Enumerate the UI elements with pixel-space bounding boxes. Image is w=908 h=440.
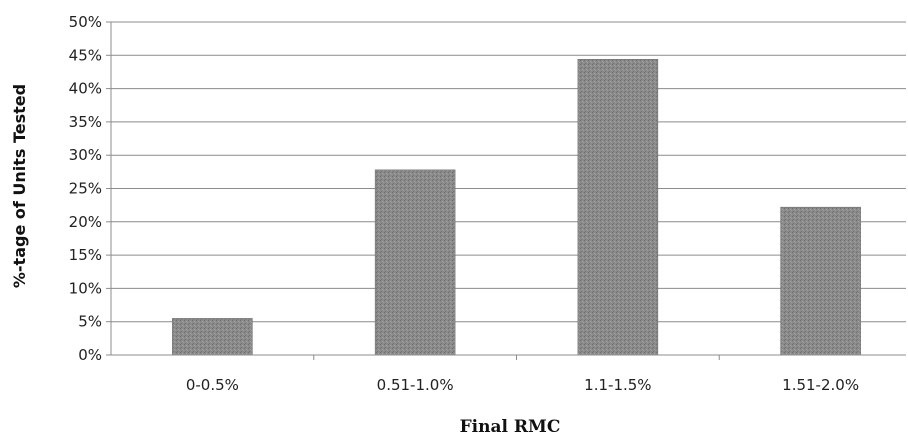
y-tick-label: 50% [69,13,102,31]
bar [374,169,456,356]
bar [780,206,861,356]
bar [577,59,659,356]
y-tick-label: 15% [69,246,102,264]
tick-labels: 0% 5% 10% 15% 20% 25% 30% 35% 40% 45% 50% 0-0.5% 0.5… [69,13,859,394]
y-tick-label: 40% [69,80,102,98]
x-tick-label: 1.1-1.5% [584,376,651,394]
y-tick-label: 35% [69,113,102,131]
y-tick-label: 10% [69,279,102,297]
x-tick-label: 0-0.5% [186,376,239,394]
gridlines [111,21,906,323]
x-axis-title: Final RMC [460,417,561,437]
x-tick-label: 1.51-2.0% [782,376,859,394]
y-tick-label: 5% [78,313,102,331]
y-axis-title: %-tage of Units Tested [10,84,29,288]
x-tick-label: 0.51-1.0% [377,376,454,394]
y-tick-label: 25% [69,180,102,198]
axes [106,21,906,360]
bars [172,59,861,356]
bar [172,318,253,356]
y-tick-label: 30% [69,146,102,164]
y-tick-label: 0% [78,346,102,364]
y-tick-label: 45% [69,46,102,64]
y-tick-label: 20% [69,213,102,231]
